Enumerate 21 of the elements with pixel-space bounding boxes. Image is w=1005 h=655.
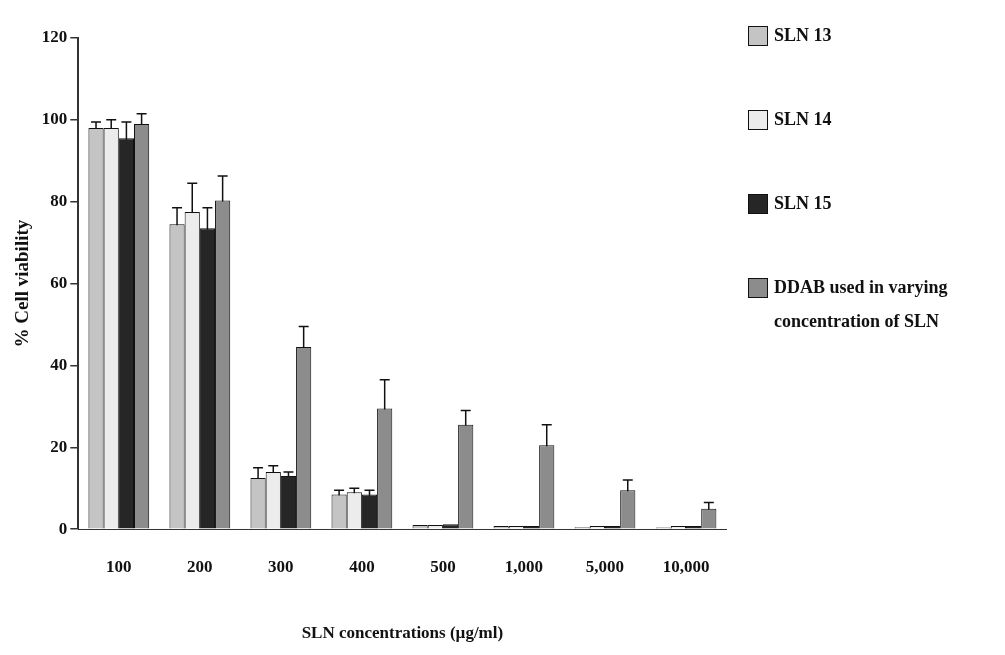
x-tick-label: 100 [106, 556, 132, 576]
y-tick-label: 60 [50, 272, 68, 292]
x-tick-label: 10,000 [662, 556, 710, 576]
y-tick-label: 100 [41, 109, 68, 129]
y-tick-label: 20 [50, 436, 68, 456]
x-tick-label: 1,000 [504, 556, 544, 576]
legend-label: SLN 13 [774, 24, 832, 47]
legend-label: DDAB used in varying concentration of SLN [774, 276, 949, 333]
y-axis-title: % Cell viability [11, 219, 33, 348]
legend-label: SLN 15 [774, 192, 832, 215]
x-tick-label: 200 [187, 556, 213, 576]
x-tick-label: 400 [349, 556, 375, 576]
y-tick-label: 80 [50, 191, 68, 211]
legend-label: SLN 14 [774, 108, 832, 131]
x-tick-label: 500 [430, 556, 456, 576]
y-tick-label: 40 [50, 354, 68, 374]
y-tick-label: 0 [58, 518, 68, 538]
x-tick-label: 5,000 [585, 556, 625, 576]
x-tick-label: 300 [268, 556, 294, 576]
x-axis-title: SLN concentrations (µg/ml) [301, 623, 504, 643]
y-tick-label: 120 [41, 27, 68, 47]
